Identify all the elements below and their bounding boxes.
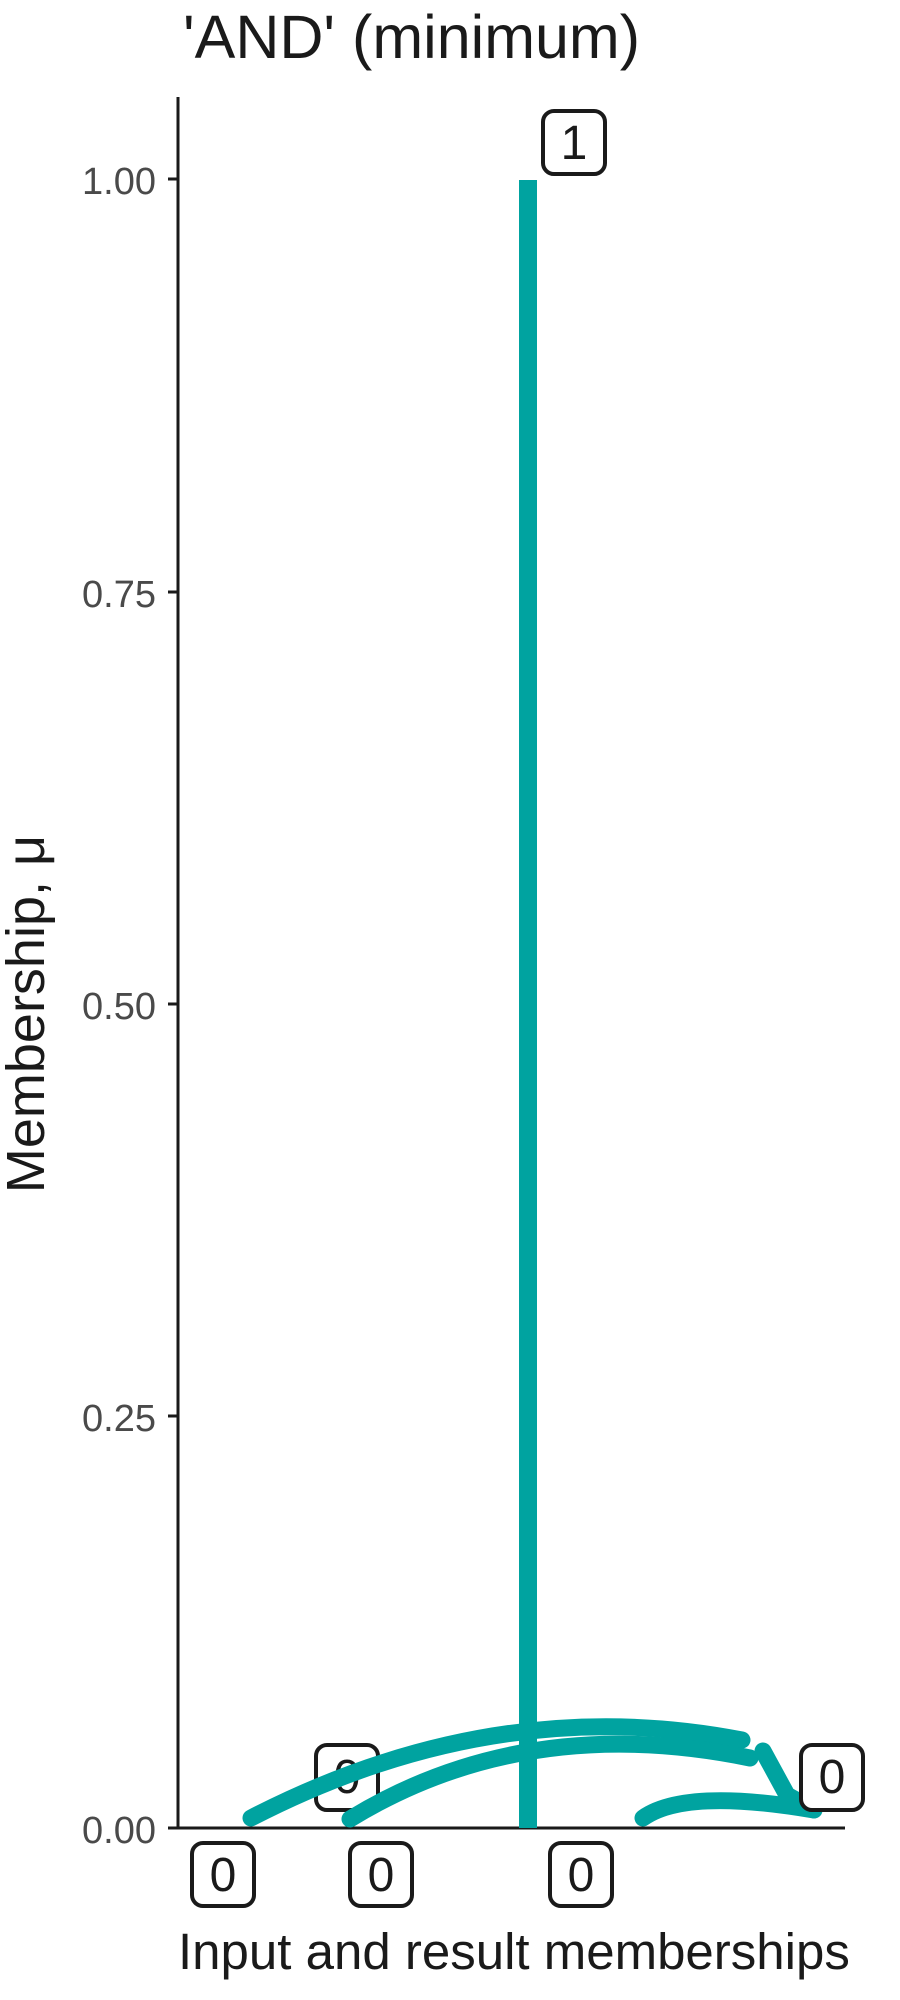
svg-text:0: 0	[210, 1849, 237, 1902]
svg-text:Membership, μ: Membership, μ	[0, 835, 56, 1193]
svg-text:'AND' (minimum): 'AND' (minimum)	[183, 3, 640, 71]
svg-text:0.00: 0.00	[82, 1810, 156, 1852]
svg-text:0: 0	[568, 1849, 595, 1902]
svg-text:0: 0	[819, 1751, 846, 1804]
svg-text:Input and result memberships: Input and result memberships	[178, 1923, 850, 1980]
svg-text:0.25: 0.25	[82, 1398, 156, 1440]
svg-text:0.50: 0.50	[82, 986, 156, 1028]
svg-text:0: 0	[368, 1849, 395, 1902]
svg-text:1: 1	[561, 117, 588, 170]
svg-text:0.75: 0.75	[82, 574, 156, 616]
svg-text:1.00: 1.00	[82, 161, 156, 203]
